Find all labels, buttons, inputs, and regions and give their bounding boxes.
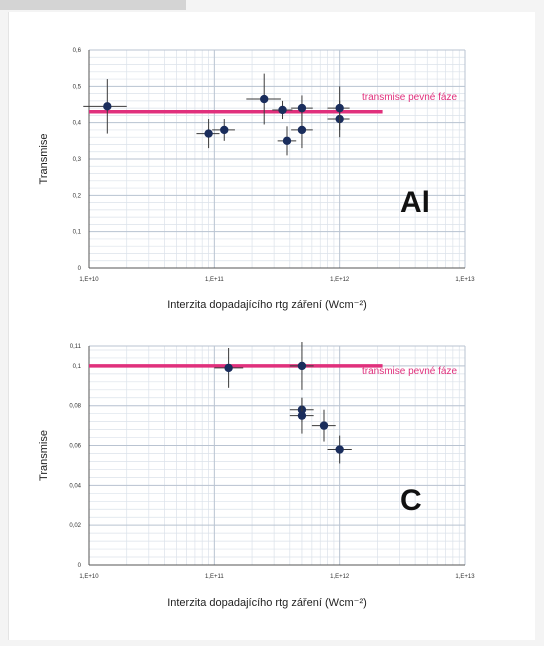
- x-tick-label: 1,E+12: [330, 277, 350, 283]
- reference-line-label: transmise pevné fáze: [362, 366, 457, 377]
- x-tick-label: 1,E+13: [455, 574, 475, 580]
- y-axis-label: Transmise: [38, 430, 50, 481]
- data-point: [297, 361, 307, 371]
- chart-al: 1,E+10 1,E+11 1,E+12 1,E+13 0 0,1 0,2 0,3 0,4 0,5…: [38, 48, 475, 311]
- y-tick-label: 0,02: [69, 523, 81, 529]
- x-axis-label: Interzita dopadajícího rtg záření (Wcm⁻²…: [167, 597, 367, 609]
- data-point: [278, 105, 287, 115]
- data-point: [319, 421, 329, 430]
- x-tick-label: 1,E+13: [455, 277, 475, 283]
- y-tick-label: 0: [78, 563, 82, 569]
- y-tick-label: 0,08: [69, 404, 81, 410]
- plot-area: [89, 346, 465, 565]
- x-tick-label: 1,E+12: [330, 574, 350, 580]
- y-tick-label: 0,04: [69, 483, 81, 489]
- x-axis-label: Interzita dopadajícího rtg záření (Wcm⁻²…: [167, 299, 367, 311]
- x-tick-label: 1,E+10: [79, 574, 99, 580]
- reference-line-label: transmise pevné fáze: [362, 92, 457, 103]
- chart-c: 1,E+10 1,E+11 1,E+12 1,E+13 0 0,02 0,04 0,06 0,0…: [38, 342, 475, 609]
- y-axis-label: Transmise: [38, 134, 50, 185]
- element-label: Al: [400, 186, 430, 219]
- data-point: [297, 411, 307, 420]
- data-point: [260, 94, 269, 104]
- y-tick-label: 0,06: [69, 444, 81, 450]
- y-tick-label: 0,4: [73, 121, 82, 127]
- data-point: [335, 445, 344, 454]
- y-tick-label: 0,5: [73, 84, 82, 90]
- x-tick-label: 1,E+10: [79, 277, 99, 283]
- data-point: [103, 102, 112, 111]
- data-point: [297, 125, 307, 135]
- data-point: [282, 136, 292, 146]
- y-tick-label: 0,1: [73, 364, 82, 370]
- element-label: C: [400, 484, 422, 517]
- y-tick-label: 0,11: [70, 344, 82, 350]
- y-tick-label: 0,3: [73, 157, 82, 163]
- y-tick-label: 0,1: [73, 230, 82, 236]
- y-tick-label: 0,6: [73, 48, 82, 54]
- data-point: [297, 103, 307, 113]
- y-tick-label: 0,2: [73, 193, 82, 199]
- data-point: [220, 125, 229, 135]
- x-tick-label: 1,E+11: [205, 574, 224, 580]
- y-tick-label: 0: [78, 266, 82, 272]
- data-point: [204, 129, 213, 138]
- data-point: [335, 103, 344, 113]
- x-tick-label: 1,E+11: [205, 277, 224, 283]
- data-point: [224, 363, 233, 373]
